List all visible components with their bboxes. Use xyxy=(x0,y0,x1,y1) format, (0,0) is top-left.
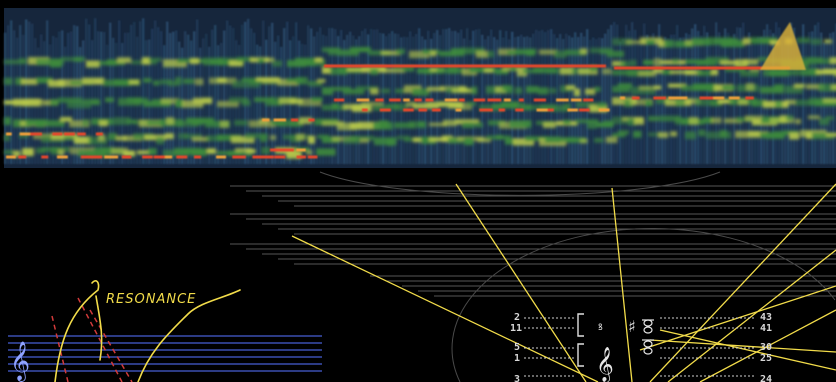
score-right-number: 43 xyxy=(760,312,772,323)
score-right-number: 24 xyxy=(760,374,772,382)
note-cluster xyxy=(642,319,654,355)
small-mark: ꝸ xyxy=(598,323,603,333)
score-left-number: 5 xyxy=(514,342,520,353)
spectrogram xyxy=(0,8,836,172)
staff-system-grey xyxy=(230,185,836,297)
treble-clef-icon: 𝄞 xyxy=(596,347,614,382)
blue-staff xyxy=(8,335,322,372)
sharp-sign-icon: ♯ xyxy=(628,317,636,336)
score-left-number: 3 xyxy=(514,374,520,382)
score-left-number: 2 xyxy=(514,312,520,323)
resonance-curves xyxy=(54,280,241,382)
score-right-number: 30 xyxy=(760,342,772,353)
yellow-rays xyxy=(291,183,836,382)
score-left-number: 11 xyxy=(510,323,522,334)
red-dashed-lines xyxy=(51,297,133,382)
score-right-number: 41 xyxy=(760,323,772,334)
score-fragment: 2 11 5 1 3 43 41 30 25 24 𝄞 ♯ ꝸ xyxy=(510,312,772,382)
treble-clef-icon: 𝄞 xyxy=(10,341,30,382)
score-right-number: 25 xyxy=(760,353,772,364)
score-left-number: 1 xyxy=(514,353,520,364)
construction-circles xyxy=(319,171,836,382)
resonance-label: RESONANCE xyxy=(106,292,196,307)
